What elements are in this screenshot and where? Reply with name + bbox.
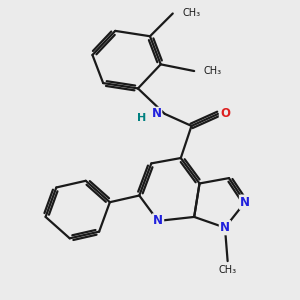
Text: CH₃: CH₃ bbox=[219, 265, 237, 275]
Text: H: H bbox=[137, 113, 147, 123]
Text: N: N bbox=[152, 107, 162, 120]
Text: N: N bbox=[220, 221, 230, 234]
Text: CH₃: CH₃ bbox=[203, 66, 222, 76]
Text: N: N bbox=[153, 214, 163, 227]
Text: CH₃: CH₃ bbox=[182, 8, 200, 19]
Text: N: N bbox=[240, 196, 250, 209]
Text: O: O bbox=[220, 107, 230, 120]
